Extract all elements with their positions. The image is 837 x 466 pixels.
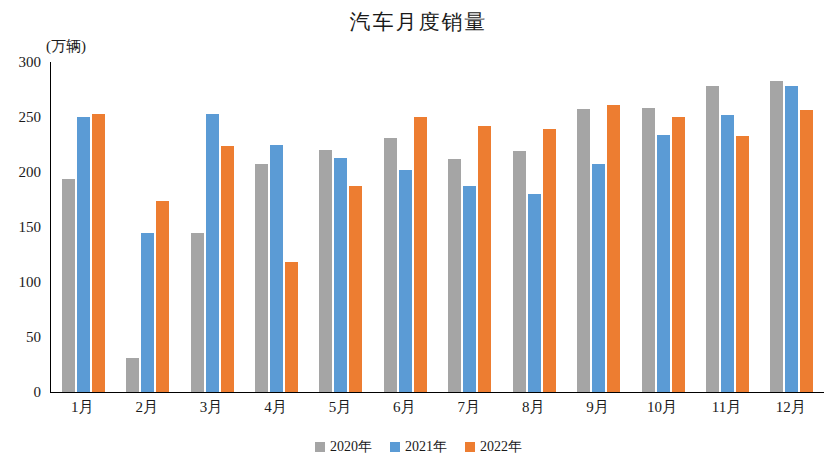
x-axis-label-8: 8月 [501,398,565,417]
bar-group-1 [51,62,115,392]
bar-series2-month9[interactable] [592,164,605,392]
bar-series1-month6[interactable] [384,138,397,392]
y-axis-unit-label: (万辆) [46,37,86,56]
legend-label: 2020年 [330,438,372,456]
bar-series1-month12[interactable] [770,81,783,392]
bar-series3-month1[interactable] [92,114,105,392]
chart-title: 汽车月度销量 [0,8,837,36]
bar-series2-month2[interactable] [141,233,154,393]
bar-series1-month5[interactable] [319,150,332,392]
monthly-car-sales-chart: 汽车月度销量 (万辆) 0 50 100 150 200 250 300 1月2月3月4月5… [0,0,837,466]
x-axis-label-9: 9月 [565,398,629,417]
legend-swatch-icon [465,442,475,452]
bar-group-7 [438,62,502,392]
x-axis-label-11: 11月 [694,398,758,417]
y-axis-tick-labels: 0 50 100 150 200 250 300 [0,0,44,466]
bar-series3-month12[interactable] [800,110,813,392]
bar-series2-month4[interactable] [270,145,283,393]
y-tick-label-150: 150 [1,220,41,235]
y-tick-label-300: 300 [1,55,41,70]
bar-group-6 [373,62,437,392]
legend-item-series3[interactable]: 2022年 [465,438,522,456]
bar-series1-month8[interactable] [513,151,526,392]
bar-series1-month4[interactable] [255,164,268,392]
x-axis-label-4: 4月 [243,398,307,417]
bar-series1-month10[interactable] [642,108,655,392]
x-axis-label-1: 1月 [50,398,114,417]
bar-group-2 [115,62,179,392]
x-axis-label-10: 10月 [630,398,694,417]
bar-series3-month6[interactable] [414,117,427,392]
bar-group-4 [244,62,308,392]
bar-series2-month3[interactable] [206,114,219,392]
x-axis-label-6: 6月 [372,398,436,417]
bar-series2-month11[interactable] [721,115,734,392]
bar-group-11 [695,62,759,392]
bar-series1-month11[interactable] [706,86,719,392]
bar-group-9 [566,62,630,392]
y-tick-label-50: 50 [1,330,41,345]
y-tick-label-200: 200 [1,165,41,180]
bar-series3-month2[interactable] [156,201,169,392]
bar-series1-month1[interactable] [62,179,75,392]
bar-series3-month10[interactable] [672,117,685,392]
y-tick-label-0: 0 [1,385,41,400]
x-axis-label-12: 12月 [759,398,823,417]
y-tick-label-100: 100 [1,275,41,290]
bar-series1-month7[interactable] [448,159,461,392]
bar-series3-month8[interactable] [543,129,556,392]
x-axis-label-3: 3月 [179,398,243,417]
bar-group-10 [631,62,695,392]
y-tick-label-250: 250 [1,110,41,125]
bar-series2-month7[interactable] [463,186,476,392]
bar-group-8 [502,62,566,392]
legend-item-series1[interactable]: 2020年 [315,438,372,456]
legend-label: 2021年 [405,438,447,456]
x-axis-label-7: 7月 [437,398,501,417]
bar-series2-month10[interactable] [657,135,670,392]
bar-series3-month5[interactable] [349,186,362,392]
bar-series2-month6[interactable] [399,170,412,392]
bar-series2-month5[interactable] [334,158,347,392]
bar-series1-month9[interactable] [577,109,590,392]
chart-legend: 2020年 2021年 2022年 [0,438,837,456]
legend-swatch-icon [315,442,325,452]
bar-group-5 [309,62,373,392]
x-axis-label-2: 2月 [114,398,178,417]
bar-series3-month3[interactable] [221,146,234,392]
bar-group-12 [760,62,824,392]
bar-series1-month3[interactable] [191,233,204,393]
x-axis-label-5: 5月 [308,398,372,417]
bar-series3-month4[interactable] [285,262,298,392]
bar-series2-month1[interactable] [77,117,90,392]
bar-series3-month11[interactable] [736,136,749,392]
bar-group-3 [180,62,244,392]
legend-swatch-icon [390,442,400,452]
x-axis-labels: 1月2月3月4月5月6月7月8月9月10月11月12月 [50,398,823,417]
legend-item-series2[interactable]: 2021年 [390,438,447,456]
bar-series1-month2[interactable] [126,358,139,392]
bar-series2-month8[interactable] [528,194,541,392]
bar-series3-month7[interactable] [478,126,491,392]
bar-series3-month9[interactable] [607,105,620,392]
legend-label: 2022年 [480,438,522,456]
plot-area [50,62,824,393]
bar-series2-month12[interactable] [785,86,798,392]
